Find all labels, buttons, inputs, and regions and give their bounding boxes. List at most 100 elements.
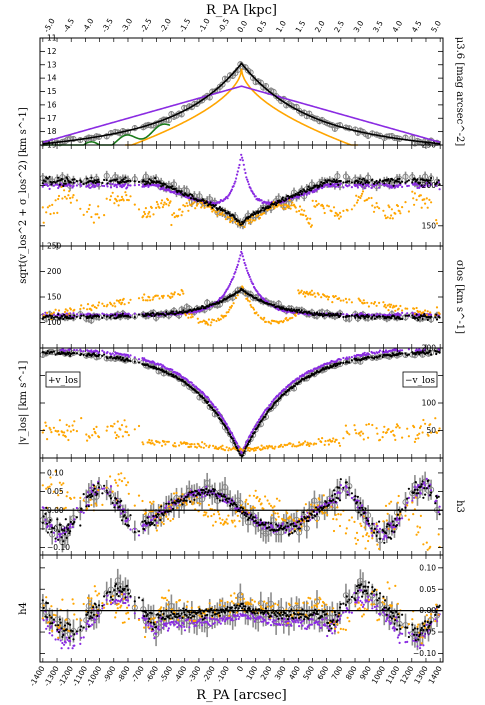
- vlos-bulge-point: [324, 440, 327, 443]
- vlos-bulge-point: [438, 427, 441, 430]
- sigma-model-point: [149, 312, 153, 315]
- vrms-disk-point: [115, 184, 118, 187]
- vlos-bulge-point: [248, 449, 251, 452]
- sigma-model-point: [86, 317, 89, 320]
- vrms-bulge-point: [109, 195, 113, 198]
- vlos-disk-point: [69, 348, 72, 351]
- sigma-model-point: [414, 316, 417, 319]
- sigma-bulge-point: [211, 318, 214, 321]
- vlos-disk-point: [267, 406, 270, 409]
- vrms-bulge-point: [384, 214, 387, 217]
- vlos-bulge-point: [413, 426, 416, 429]
- sigma-disk-point: [395, 314, 399, 317]
- vrms-model-point: [120, 181, 123, 184]
- sigma-bulge-point: [278, 320, 281, 323]
- sigma-model-point: [420, 315, 423, 318]
- h3-bulge-point: [127, 492, 130, 495]
- vrms-model-point: [275, 204, 278, 207]
- vrms-model-point: [52, 180, 56, 183]
- vrms-bulge-point: [54, 199, 57, 202]
- sigma-bulge-point: [367, 305, 370, 308]
- vlos-bulge-point: [252, 447, 255, 450]
- h3-disk-point: [63, 526, 67, 529]
- sigma-bulge-point: [97, 301, 101, 304]
- vrms-model-point: [54, 181, 57, 184]
- h3-bulge-point: [114, 479, 117, 482]
- vlos-model-point: [279, 396, 282, 400]
- vrms-bulge-point: [386, 216, 389, 219]
- vrms-disk-point: [89, 186, 92, 189]
- vlos-model-point: [246, 442, 250, 446]
- sigma-bulge-point: [269, 322, 273, 325]
- vrms-bulge-point: [303, 209, 306, 212]
- vrms-disk-point: [356, 186, 359, 189]
- vlos-bulge-point: [62, 434, 65, 437]
- sigma-disk-point: [246, 271, 250, 275]
- vlos-bulge-point: [240, 448, 243, 451]
- vrms-bulge-point: [67, 194, 70, 197]
- h3-disk-point: [281, 522, 284, 525]
- vlos-bulge-point: [331, 440, 334, 443]
- h3-bulge-point: [41, 484, 44, 487]
- vlos-bulge-point: [375, 427, 378, 430]
- h3-disk-point: [397, 522, 400, 525]
- vrms-model-point: [393, 181, 396, 184]
- vrms-bulge-point: [261, 212, 264, 215]
- sigma-model-point: [101, 316, 104, 319]
- vlos-data-point: [103, 355, 110, 362]
- sigma-bulge-point: [90, 309, 93, 312]
- vrms-disk-point: [229, 190, 233, 193]
- vlos-bulge-point: [264, 447, 267, 450]
- vlos-disk-point: [214, 406, 217, 409]
- vrms-model-point: [90, 176, 93, 179]
- sigma-model-point: [152, 312, 155, 315]
- vrms-disk-point: [235, 177, 238, 180]
- vrms-model-point: [106, 182, 109, 185]
- vlos-bulge-point: [91, 434, 94, 437]
- sigma-model-point: [89, 314, 92, 317]
- vlos-bulge-point: [395, 426, 398, 429]
- h3-disk-point: [82, 511, 85, 514]
- vlos-disk-point: [252, 427, 256, 431]
- vrms-disk-point: [92, 184, 95, 187]
- vrms-model-point: [143, 180, 146, 183]
- vrms-model-point: [308, 188, 311, 192]
- sigma-bulge-point: [417, 310, 420, 314]
- vlos-bulge-point: [160, 444, 164, 447]
- vlos-bulge-point: [105, 429, 108, 432]
- vrms-model-point: [206, 201, 209, 204]
- vrms-bulge-point: [288, 199, 291, 202]
- sigma-disk-point: [44, 311, 47, 314]
- vlos-bulge-point: [92, 427, 95, 431]
- vrms-model-point: [82, 182, 85, 185]
- vlos-disk-point: [373, 352, 376, 355]
- sigma-model-point: [75, 315, 78, 318]
- vrms-bulge-point: [97, 205, 100, 208]
- sigma-model-point: [348, 314, 351, 318]
- vlos-model-point: [206, 400, 210, 403]
- sigma-model-point: [363, 317, 366, 320]
- sigma-model-point: [406, 314, 409, 317]
- sigma-bulge-point: [54, 308, 57, 311]
- vrms-bulge-point: [419, 194, 422, 197]
- vrms-bulge-point: [143, 212, 147, 216]
- vrms-bulge-point: [117, 204, 120, 207]
- sigma-bulge-point: [393, 305, 396, 308]
- vrms-disk-point: [243, 168, 246, 171]
- vrms-model-point: [306, 188, 309, 191]
- sigma-model-point: [413, 315, 416, 318]
- h3-bulge-point: [86, 507, 89, 510]
- vlos-model-point: [237, 450, 240, 453]
- vlos-bulge-point: [151, 442, 154, 445]
- vlos-bulge-point: [308, 444, 311, 448]
- vlos-bulge-point: [86, 439, 89, 442]
- vrms-disk-point: [346, 185, 349, 188]
- vlos-model-point: [73, 352, 76, 355]
- vlos-bulge-point: [358, 431, 361, 434]
- sigma-bulge-point: [93, 305, 96, 309]
- sigma-bulge-point: [111, 304, 114, 307]
- vrms-bulge-point: [363, 199, 366, 202]
- sigma-bulge-point: [86, 308, 89, 311]
- vrms-bulge-point: [166, 198, 170, 202]
- vrms-model-point: [286, 194, 290, 198]
